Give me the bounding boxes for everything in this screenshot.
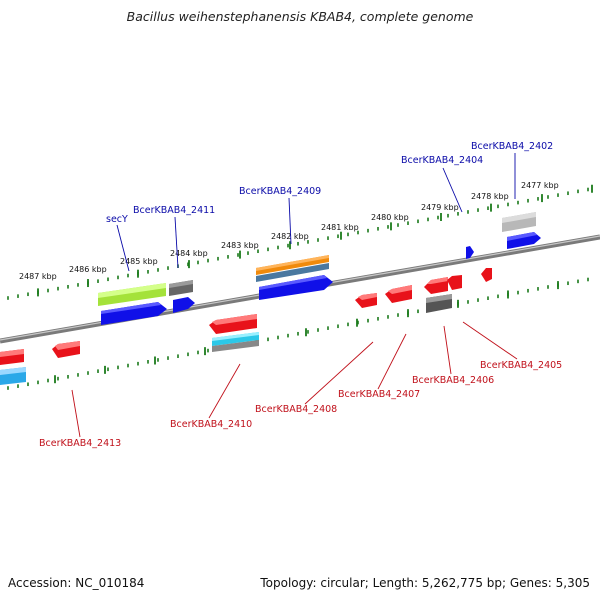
forward-scale <box>7 184 593 300</box>
genome-summary-text: Topology: circular; Length: 5,262,775 bp… <box>260 576 590 590</box>
scale-labels: 2487 kbp 2486 kbp 2485 kbp 2484 kbp 2483… <box>19 181 559 281</box>
gene-arrow <box>101 302 167 325</box>
gene-label-secy: secY <box>106 214 128 225</box>
kbp-label: 2482 kbp <box>271 232 309 241</box>
kbp-label: 2481 kbp <box>321 223 359 232</box>
kbp-label: 2477 kbp <box>521 181 559 190</box>
gene-label-2408: BcerKBAB4_2408 <box>255 404 337 415</box>
gene-label-2409: BcerKBAB4_2409 <box>239 186 321 197</box>
gene-label-2410: BcerKBAB4_2410 <box>170 419 252 430</box>
gene-arrow <box>173 297 195 313</box>
page-title: Bacillus weihenstephanensis KBAB4, compl… <box>126 9 474 24</box>
gene-arrow <box>259 275 333 300</box>
gene-label-2406: BcerKBAB4_2406 <box>412 375 494 386</box>
kbp-label: 2485 kbp <box>120 257 158 266</box>
gene-label-2407: BcerKBAB4_2407 <box>338 389 420 400</box>
kbp-label: 2483 kbp <box>221 241 259 250</box>
kbp-label: 2487 kbp <box>19 272 57 281</box>
leader-lines <box>71 153 518 438</box>
gene-label-2404: BcerKBAB4_2404 <box>401 155 483 166</box>
reverse-gene-labels: BcerKBAB4_2413 BcerKBAB4_2410 BcerKBAB4_… <box>39 360 562 449</box>
reverse-genes <box>0 268 492 385</box>
forward-genes <box>98 212 541 325</box>
forward-gene-labels: secY BcerKBAB4_2411 BcerKBAB4_2409 BcerK… <box>106 141 553 225</box>
kbp-label: 2484 kbp <box>170 249 208 258</box>
gene-label-2411: BcerKBAB4_2411 <box>133 205 215 216</box>
gene-arrow <box>481 268 492 282</box>
kbp-label: 2478 kbp <box>471 192 509 201</box>
kbp-label: 2480 kbp <box>371 213 409 222</box>
reverse-scale <box>7 277 589 390</box>
gene-label-2413: BcerKBAB4_2413 <box>39 438 121 449</box>
gene-gray-box <box>212 340 259 352</box>
gene-arrow <box>466 246 474 259</box>
gene-arrow <box>447 275 462 290</box>
kbp-label: 2479 kbp <box>421 203 459 212</box>
accession-text: Accession: NC_010184 <box>8 576 145 590</box>
kbp-label: 2486 kbp <box>69 265 107 274</box>
gene-label-2405: BcerKBAB4_2405 <box>480 360 562 371</box>
gene-label-2402: BcerKBAB4_2402 <box>471 141 553 152</box>
gene-steel <box>256 263 329 282</box>
